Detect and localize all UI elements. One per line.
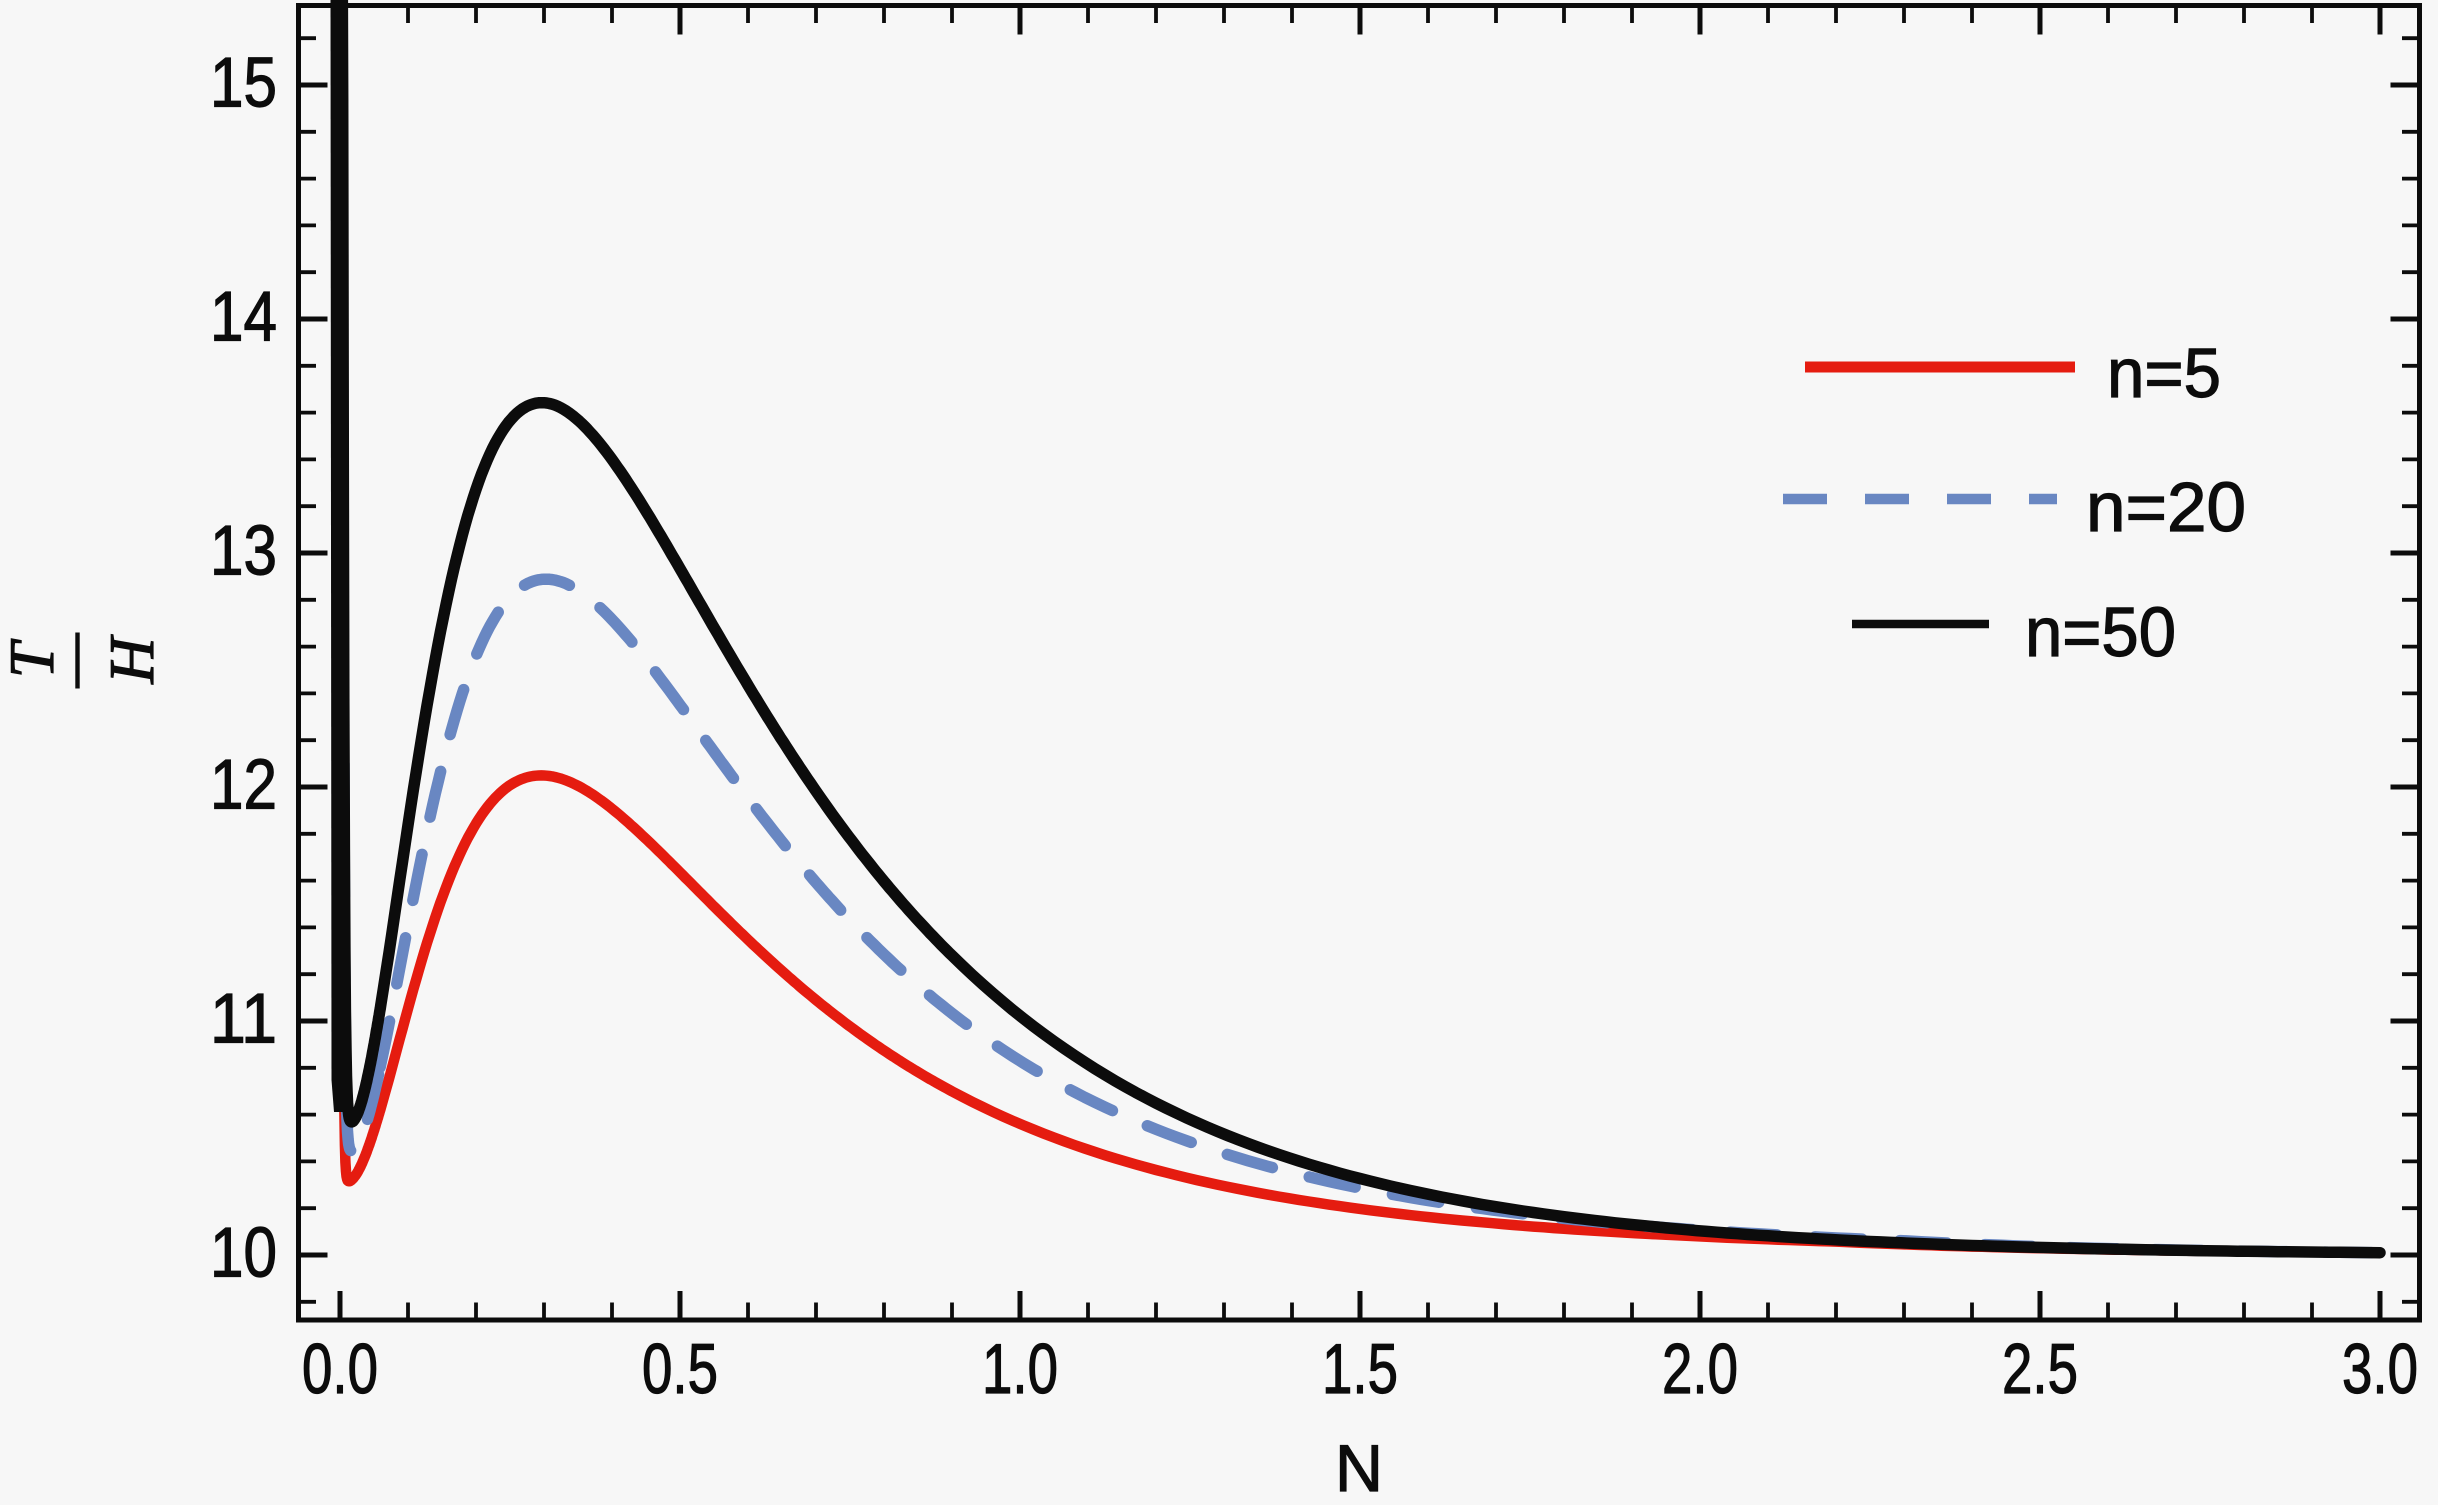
svg-text:12: 12 (210, 745, 277, 824)
svg-text:15: 15 (210, 43, 277, 122)
svg-text:14: 14 (210, 277, 277, 356)
svg-text:10: 10 (210, 1213, 277, 1292)
svg-text:0.5: 0.5 (642, 1329, 718, 1408)
svg-text:3.0: 3.0 (2342, 1329, 2418, 1408)
svg-text:H: H (96, 634, 167, 685)
svg-text:2.5: 2.5 (2002, 1329, 2078, 1408)
svg-text:0.0: 0.0 (302, 1329, 378, 1408)
svg-text:1.5: 1.5 (1322, 1329, 1398, 1408)
svg-text:n=20: n=20 (2086, 468, 2246, 546)
svg-text:13: 13 (210, 511, 277, 590)
svg-text:T: T (0, 638, 67, 678)
svg-text:2.0: 2.0 (1662, 1329, 1738, 1408)
svg-text:1.0: 1.0 (982, 1329, 1058, 1408)
svg-text:n=5: n=5 (2107, 334, 2221, 412)
svg-text:n=50: n=50 (2025, 593, 2176, 671)
svg-text:11: 11 (210, 979, 277, 1058)
svg-text:N: N (1335, 1431, 1383, 1500)
